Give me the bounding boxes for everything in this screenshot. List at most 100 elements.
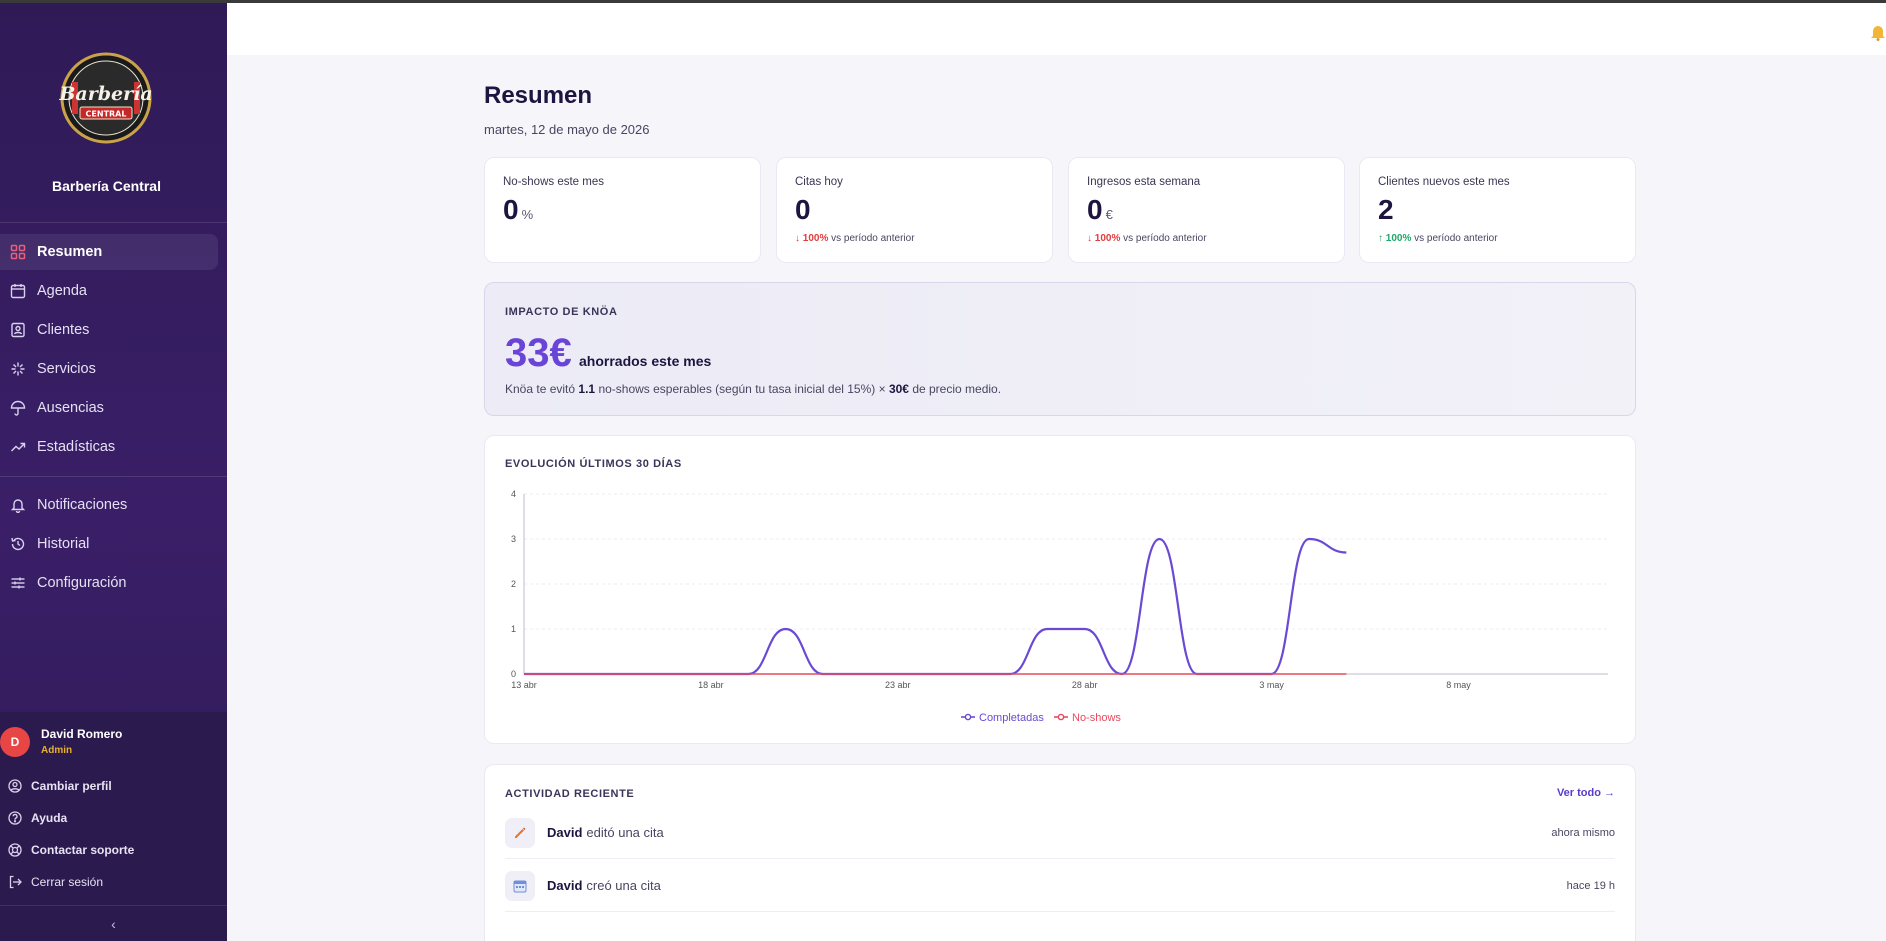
sidebar-item-ausencias[interactable]: Ausencias [0, 390, 218, 426]
sidebar-item-agenda[interactable]: Agenda [0, 273, 218, 309]
stat-label: No-shows este mes [503, 176, 604, 188]
stat-value: 0 [795, 194, 811, 225]
user-panel [0, 712, 227, 941]
legend-marker-dot [1057, 713, 1065, 721]
stat-card-citas-hoy: Citas hoy 0 ↓ 100% vs período anterior [776, 157, 1053, 263]
sidebar-item-label: Agenda [37, 283, 87, 299]
change-profile-link[interactable]: Cambiar perfil [8, 777, 112, 795]
recent-activity-card: ACTIVIDAD RECIENTE Ver todo → David editó… [484, 764, 1636, 941]
sparkle-icon [10, 361, 26, 377]
bell-icon [10, 497, 26, 513]
calendar-icon [10, 283, 26, 299]
legend-label: No-shows [1072, 712, 1121, 724]
evolution-chart: 0 1 2 3 4 13 abr 18 abr 23 abr 28 abr 3 may 8 may C… [511, 489, 1608, 724]
sidebar: Barbería CENTRAL Barbería Central Resume… [0, 0, 227, 941]
logout-link[interactable]: Cerrar sesión [8, 873, 103, 891]
pencil-icon [505, 817, 535, 848]
notifications-bell-icon[interactable] [1870, 23, 1886, 41]
contact-support-label: Contactar soporte [31, 843, 135, 857]
stat-value: 0% [503, 194, 534, 225]
y-tick-label: 1 [511, 624, 516, 634]
sliders-icon [10, 575, 26, 591]
umbrella-icon [10, 400, 26, 416]
stat-label: Clientes nuevos este mes [1378, 176, 1510, 188]
activity-item[interactable]: David editó una cita ahora mismo [505, 807, 1615, 859]
calendar-icon [505, 870, 535, 901]
sidebar-item-label: Resumen [37, 244, 103, 260]
user-circle-icon [8, 779, 22, 793]
topbar [227, 3, 1886, 55]
sidebar-item-servicios[interactable]: Servicios [0, 351, 218, 387]
page-date: martes, 12 de mayo de 2026 [484, 122, 650, 137]
collapse-sidebar-button[interactable]: ‹ [0, 905, 227, 941]
help-label: Ayuda [31, 811, 68, 825]
activity-title: ACTIVIDAD RECIENTE [505, 788, 635, 800]
x-tick-label: 28 abr [1072, 680, 1098, 690]
legend-marker-dot [964, 713, 972, 721]
stat-label: Citas hoy [795, 176, 843, 188]
x-tick-label: 8 may [1446, 680, 1471, 690]
sidebar-item-label: Notificaciones [37, 497, 128, 513]
activity-time: hace 19 h [1566, 879, 1615, 892]
sidebar-item-label: Estadísticas [37, 439, 116, 455]
sidebar-item-configuracion[interactable]: Configuración [0, 565, 218, 601]
lifebuoy-icon [8, 843, 22, 857]
sidebar-item-label: Servicios [37, 361, 96, 377]
stat-change: ↓ 100% vs período anterior [1087, 233, 1207, 244]
sidebar-item-notificaciones[interactable]: Notificaciones [0, 487, 218, 523]
sidebar-item-clientes[interactable]: Clientes [0, 312, 218, 348]
legend-label: Completadas [979, 712, 1044, 724]
y-tick-label: 4 [511, 489, 516, 499]
stat-card-ingresos: Ingresos esta semana 0 € ↓ 100% vs períod… [1068, 157, 1345, 263]
impact-amount-label: ahorrados este mes [579, 353, 712, 369]
activity-action: creó una cita [586, 878, 661, 893]
impact-amount: 33€ [505, 331, 572, 375]
x-tick-label: 18 abr [698, 680, 724, 690]
sidebar-divider [0, 476, 227, 477]
impact-card: IMPACTO DE KNÖA 33€ ahorrados este mes K… [484, 282, 1636, 416]
logout-icon [8, 875, 22, 889]
help-link[interactable]: Ayuda [8, 809, 67, 827]
contact-support-link[interactable]: Contactar soporte [8, 841, 134, 859]
svg-text:CENTRAL: CENTRAL [86, 110, 127, 119]
stat-card-clientes-nuevos: Clientes nuevos este mes 2 ↑ 100% vs per… [1359, 157, 1636, 263]
stat-label: Ingresos esta semana [1087, 176, 1201, 188]
sidebar-item-resumen[interactable]: Resumen [0, 234, 218, 270]
activity-time: ahora mismo [1551, 826, 1615, 839]
help-icon [8, 811, 22, 825]
series-line-completadas [523, 537, 1347, 676]
chart-title: EVOLUCIÓN ÚLTIMOS 30 DÍAS [505, 458, 682, 470]
chevron-left-icon: ‹ [111, 915, 116, 932]
impact-title: IMPACTO DE KNÖA [505, 306, 618, 318]
sidebar-item-estadisticas[interactable]: Estadísticas [0, 429, 218, 465]
page-title: Resumen [484, 82, 593, 109]
brand-name: Barbería Central [52, 178, 161, 194]
y-tick-label: 0 [511, 669, 516, 679]
y-tick-label: 3 [511, 534, 516, 544]
sidebar-divider [0, 222, 227, 223]
window-top-border [0, 0, 1886, 3]
impact-note: Knöa te evitó 1.1 no-shows esperables (s… [505, 382, 1002, 396]
x-tick-label: 3 may [1259, 680, 1284, 690]
x-tick-label: 23 abr [885, 680, 911, 690]
activity-user: David [547, 878, 583, 893]
sidebar-item-historial[interactable]: Historial [0, 526, 218, 562]
sidebar-item-label: Ausencias [37, 400, 104, 416]
avatar[interactable]: D [0, 727, 30, 757]
svg-text:Barbería: Barbería [58, 83, 152, 105]
stat-change: ↑ 100% vs período anterior [1378, 233, 1498, 244]
user-name: David Romero [41, 727, 123, 741]
trending-up-icon [10, 439, 26, 455]
stat-card-noshows: No-shows este mes 0% [484, 157, 761, 263]
stat-value: 2 [1378, 194, 1394, 225]
activity-item[interactable]: David creó una cita hace 19 h [505, 860, 1615, 912]
evolution-chart-card: EVOLUCIÓN ÚLTIMOS 30 DÍAS 0 1 2 3 4 13 abr 18 … [484, 435, 1636, 744]
logout-label: Cerrar sesión [31, 875, 104, 889]
y-tick-label: 2 [511, 579, 516, 589]
history-icon [10, 536, 26, 552]
activity-user: David [547, 825, 583, 840]
view-all-link[interactable]: Ver todo → [1556, 787, 1615, 799]
sidebar-item-label: Clientes [37, 322, 90, 338]
activity-action: editó una cita [586, 825, 664, 840]
user-role: Admin [41, 745, 73, 756]
